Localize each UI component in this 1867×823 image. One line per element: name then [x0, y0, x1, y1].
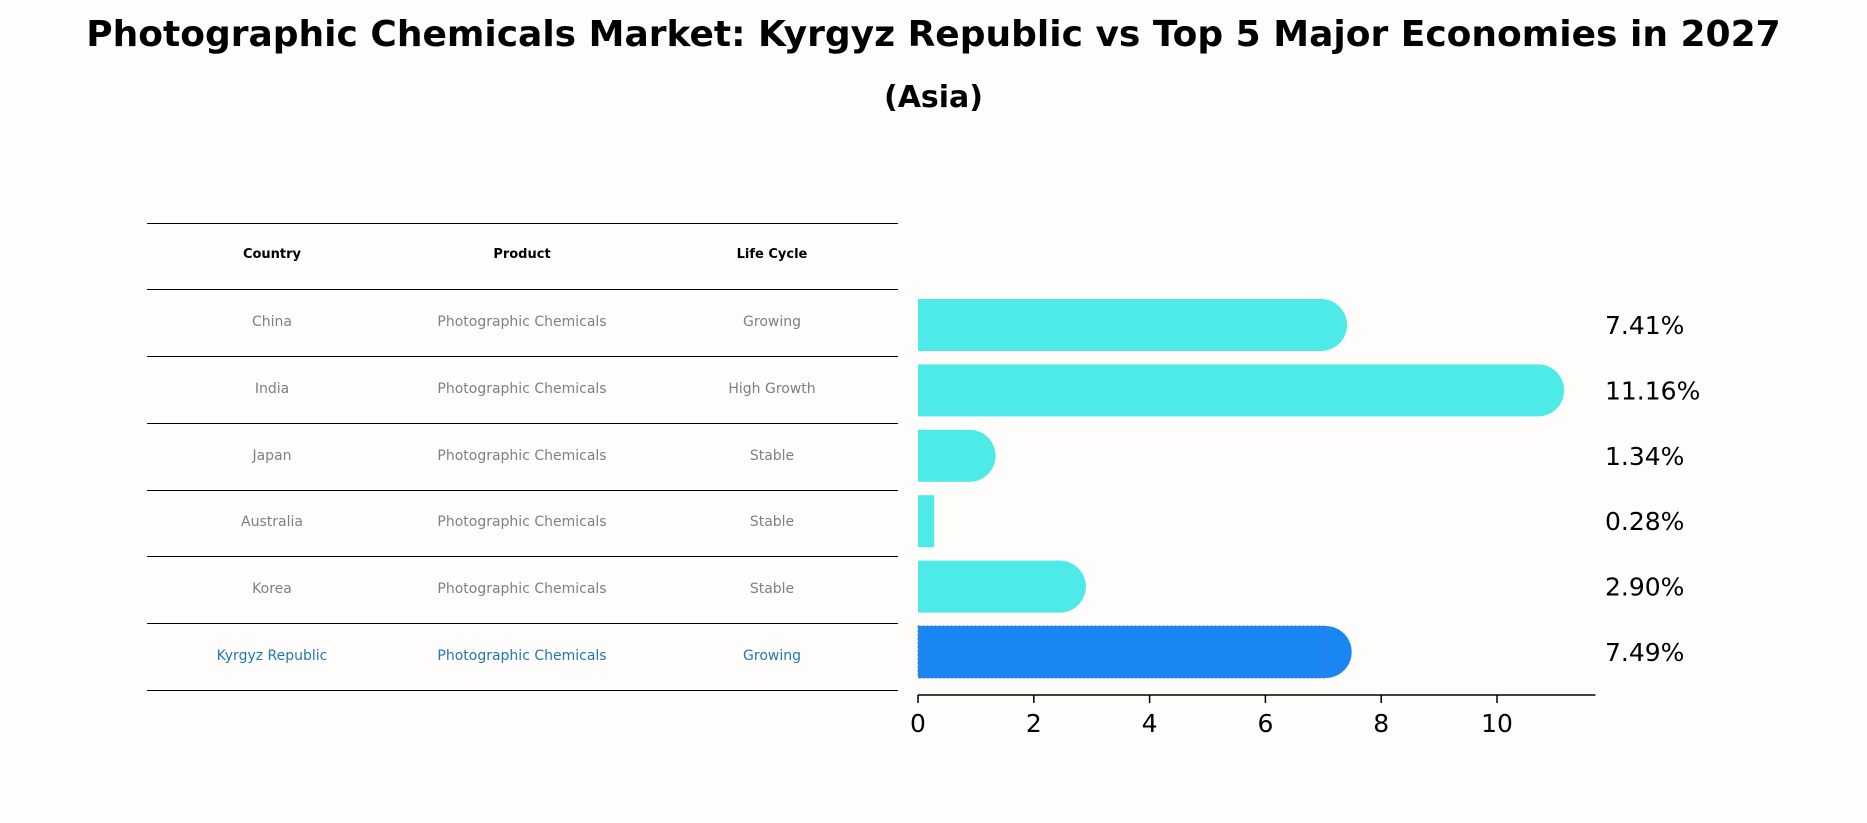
- table-rule: [147, 556, 898, 557]
- x-tick-label: 8: [1373, 709, 1389, 738]
- table-cell-product: Photographic Chemicals: [437, 514, 607, 530]
- table-rule: [147, 423, 898, 424]
- table-cell-product: Photographic Chemicals: [437, 381, 607, 397]
- table-cell-country: India: [254, 381, 290, 397]
- table-rule: [147, 690, 898, 691]
- bar-body: [918, 364, 1539, 417]
- bar-cap: [1512, 364, 1565, 417]
- table-cell-country: Australia: [241, 514, 303, 530]
- table-cell-product: Photographic Chemicals: [437, 314, 607, 330]
- x-tick-label: 2: [1026, 709, 1042, 738]
- bar-value-label: 11.16%: [1605, 376, 1700, 405]
- table-cell-life-cycle: Stable: [749, 448, 795, 464]
- chart-subtitle: (Asia): [883, 80, 984, 115]
- bar-value-label: 1.34%: [1605, 442, 1684, 471]
- x-tick-label: 0: [910, 709, 926, 738]
- bar-body: [918, 626, 1326, 678]
- bar-cap: [1295, 299, 1348, 351]
- bar-cap: [943, 429, 996, 482]
- bar-japan: [918, 429, 996, 482]
- table-cell-product-highlight: Photographic Chemicals: [437, 648, 607, 664]
- table-cell-country-highlight: Kyrgyz Republic: [216, 648, 328, 664]
- table-rule: [147, 356, 898, 357]
- bar-value-label: 7.41%: [1605, 311, 1684, 340]
- table-cell-product: Photographic Chemicals: [437, 448, 607, 464]
- bar-highlight-outline: [917, 625, 1328, 679]
- table-cell-country: Japan: [252, 448, 292, 464]
- bar-china: [918, 299, 1348, 351]
- table-header-country: Country: [242, 247, 302, 262]
- table-cell-life-cycle: High Growth: [728, 381, 816, 397]
- x-tick-label: 4: [1142, 709, 1158, 738]
- table-cell-country: China: [252, 314, 292, 330]
- x-tick-label: 10: [1481, 709, 1513, 738]
- table-cell-life-cycle: Stable: [749, 514, 795, 530]
- chart-title: Photographic Chemicals Market: Kyrgyz Re…: [86, 14, 1781, 55]
- bar-value-label: 0.28%: [1605, 507, 1684, 536]
- bar-kyrgyz-republic: [917, 625, 1352, 679]
- table-cell-country: Korea: [252, 581, 292, 597]
- table-rule: [147, 623, 898, 624]
- table-cell-product: Photographic Chemicals: [437, 581, 607, 597]
- table-cell-life-cycle: Stable: [749, 581, 795, 597]
- table-rule: [147, 289, 898, 290]
- table-rule: [147, 223, 898, 224]
- table-rule: [147, 490, 898, 491]
- table-header-product: Product: [493, 247, 551, 262]
- x-tick-label: 6: [1257, 709, 1273, 738]
- bar-india: [918, 364, 1565, 417]
- table-cell-life-cycle: Growing: [743, 314, 801, 330]
- bar-value-label: 7.49%: [1605, 638, 1684, 667]
- bar-australia: [918, 495, 935, 548]
- bar-value-label: 2.90%: [1605, 573, 1684, 602]
- bar-body: [918, 299, 1322, 351]
- bar-body: [918, 495, 935, 548]
- table-cell-life-cycle-highlight: Growing: [743, 648, 801, 664]
- table-header-life-cycle: Life Cycle: [736, 247, 808, 262]
- bar-korea: [918, 560, 1086, 613]
- bar-cap: [1033, 560, 1086, 613]
